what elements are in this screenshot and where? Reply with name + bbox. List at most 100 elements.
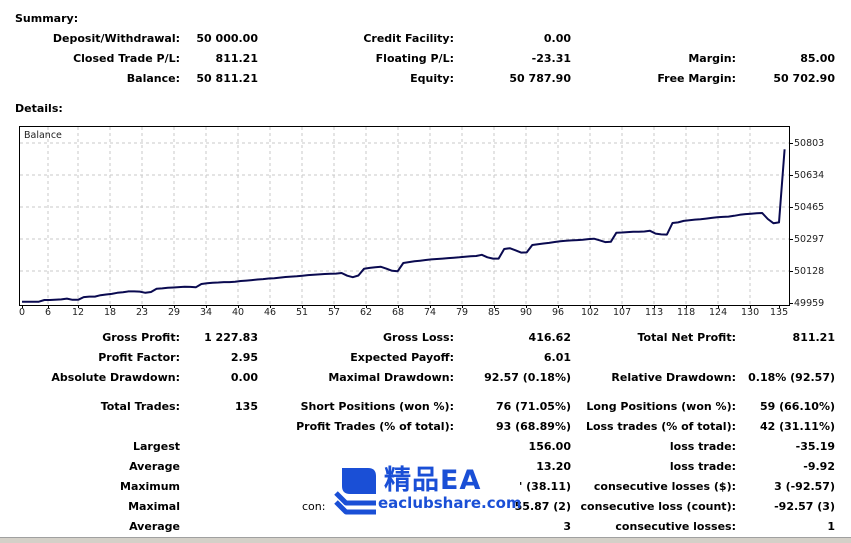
x-tick-label: 107 xyxy=(613,307,632,318)
free-margin-label: Free Margin: xyxy=(657,72,736,85)
margin-value: 85.00 xyxy=(800,52,835,65)
watermark: 精品EA eaclubshare.com xyxy=(328,458,522,518)
maximum-label: Maximum xyxy=(120,480,180,493)
average-profit-trade-value: 13.20 xyxy=(536,460,571,473)
x-tick-mark xyxy=(334,305,335,308)
gross-loss-label: Gross Loss: xyxy=(383,331,454,344)
total-net-profit-label: Total Net Profit: xyxy=(637,331,737,344)
x-tick-mark xyxy=(779,305,780,308)
y-tick-mark xyxy=(790,303,793,304)
x-tick-label: 113 xyxy=(645,307,664,318)
x-tick-mark xyxy=(590,305,591,308)
gross-profit-value: 1 227.83 xyxy=(204,331,258,344)
watermark-url: eaclubshare.com xyxy=(378,494,522,512)
long-positions-label: Long Positions (won %): xyxy=(586,400,736,413)
x-tick-label: 74 xyxy=(424,307,437,318)
average-label: Average xyxy=(129,460,180,473)
x-tick-label: 46 xyxy=(264,307,277,318)
max-consecutive-losses-value: 3 (-92.57) xyxy=(774,480,835,493)
stacked-books-icon xyxy=(334,468,376,515)
maximal-consecutive-profit-value: 55.87 (2) xyxy=(514,500,571,513)
balance-line xyxy=(22,149,786,303)
x-tick-label: 102 xyxy=(581,307,600,318)
y-tick-label: 50634 xyxy=(794,170,825,181)
closed-trade-pl-label: Closed Trade P/L: xyxy=(73,52,180,65)
x-tick-label: 68 xyxy=(392,307,405,318)
long-positions-value: 59 (66.10%) xyxy=(759,400,835,413)
x-tick-label: 62 xyxy=(360,307,373,318)
footer-bar xyxy=(0,537,851,543)
summary-heading: Summary: xyxy=(15,12,79,25)
equity-label: Equity: xyxy=(410,72,454,85)
floating-pl-value: -23.31 xyxy=(531,52,571,65)
expected-payoff-value: 6.01 xyxy=(543,351,571,364)
y-tick-mark xyxy=(790,207,793,208)
max-consecutive-losses-label: consecutive losses ($): xyxy=(593,480,736,493)
maximal-drawdown-value: 92.57 (0.18%) xyxy=(484,371,571,384)
x-tick-mark xyxy=(622,305,623,308)
x-tick-mark xyxy=(494,305,495,308)
free-margin-value: 50 702.90 xyxy=(773,72,835,85)
x-tick-mark xyxy=(174,305,175,308)
y-tick-label: 50297 xyxy=(794,234,825,245)
y-tick-mark xyxy=(790,271,793,272)
credit-facility-label: Credit Facility: xyxy=(363,32,454,45)
x-tick-mark xyxy=(142,305,143,308)
balance-chart: Balance xyxy=(19,126,790,306)
total-trades-value: 135 xyxy=(235,400,258,413)
x-tick-label: 90 xyxy=(520,307,533,318)
maximal-consecutive-loss-value: -92.57 (3) xyxy=(774,500,835,513)
closed-trade-pl-value: 811.21 xyxy=(215,52,258,65)
y-tick-label: 49959 xyxy=(794,298,825,309)
x-tick-label: 12 xyxy=(72,307,85,318)
largest-loss-trade-label: loss trade: xyxy=(669,440,736,453)
largest-profit-trade-value: 156.00 xyxy=(528,440,571,453)
maximal-consecutive-loss-label: consecutive loss (count): xyxy=(580,500,736,513)
largest-label: Largest xyxy=(133,440,180,453)
x-tick-label: 57 xyxy=(328,307,341,318)
deposit-withdrawal-value: 50 000.00 xyxy=(196,32,258,45)
credit-facility-value: 0.00 xyxy=(543,32,571,45)
y-tick-label: 50128 xyxy=(794,266,825,277)
x-tick-mark xyxy=(78,305,79,308)
x-tick-label: 18 xyxy=(104,307,117,318)
chart-title: Balance xyxy=(24,130,62,141)
balance-chart-plot xyxy=(20,127,789,305)
absolute-drawdown-label: Absolute Drawdown: xyxy=(51,371,180,384)
average-consecutive-wins-value: 3 xyxy=(563,520,571,533)
x-tick-label: 96 xyxy=(552,307,565,318)
x-tick-label: 29 xyxy=(168,307,181,318)
x-tick-label: 118 xyxy=(677,307,696,318)
relative-drawdown-value: 0.18% (92.57) xyxy=(748,371,835,384)
x-tick-mark xyxy=(48,305,49,308)
x-tick-label: 40 xyxy=(232,307,245,318)
x-tick-mark xyxy=(430,305,431,308)
profit-factor-value: 2.95 xyxy=(230,351,258,364)
x-tick-label: 51 xyxy=(296,307,309,318)
total-trades-label: Total Trades: xyxy=(100,400,180,413)
short-positions-label: Short Positions (won %): xyxy=(300,400,454,413)
y-tick-label: 50465 xyxy=(794,202,825,213)
x-tick-mark xyxy=(270,305,271,308)
x-tick-mark xyxy=(654,305,655,308)
relative-drawdown-label: Relative Drawdown: xyxy=(611,371,736,384)
x-tick-mark xyxy=(462,305,463,308)
x-tick-label: 130 xyxy=(741,307,760,318)
short-positions-value: 76 (71.05%) xyxy=(495,400,571,413)
deposit-withdrawal-label: Deposit/Withdrawal: xyxy=(52,32,180,45)
gross-loss-value: 416.62 xyxy=(528,331,571,344)
average-loss-trade-label: loss trade: xyxy=(669,460,736,473)
x-tick-mark xyxy=(558,305,559,308)
x-tick-mark xyxy=(238,305,239,308)
y-tick-mark xyxy=(790,239,793,240)
balance-value: 50 811.21 xyxy=(196,72,258,85)
x-tick-mark xyxy=(206,305,207,308)
loss-trades-value: 42 (31.11%) xyxy=(759,420,835,433)
x-tick-label: 23 xyxy=(136,307,149,318)
expected-payoff-label: Expected Payoff: xyxy=(350,351,454,364)
balance-label: Balance: xyxy=(126,72,180,85)
average-consecutive-losses-value: 1 xyxy=(827,520,835,533)
x-tick-mark xyxy=(686,305,687,308)
x-tick-label: 0 xyxy=(19,307,26,318)
x-tick-mark xyxy=(22,305,23,308)
